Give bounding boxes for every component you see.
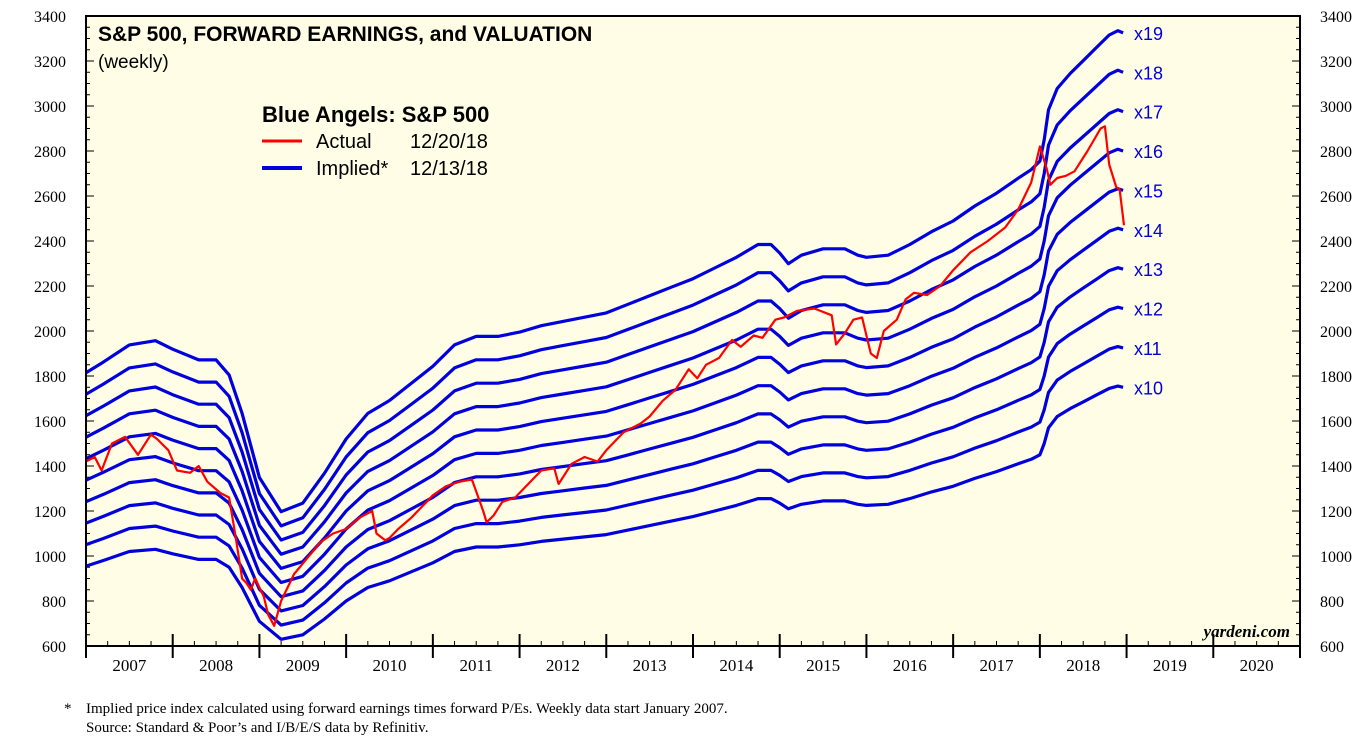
footnote-text: Implied price index calculated using for…	[86, 701, 728, 717]
footnote: * Implied price index calculated using fo…	[64, 700, 728, 738]
pe-label: x17	[1134, 103, 1163, 123]
implied-line-x13	[85, 266, 1124, 599]
x-tick-label: 2018	[1066, 656, 1100, 675]
y-tick-label-left: 1400	[34, 459, 66, 476]
implied-line-x14	[85, 226, 1124, 585]
x-tick-label: 2014	[719, 656, 754, 675]
y-tick-label-left: 800	[42, 594, 66, 611]
pe-labels: x10 x11 x12 x13 x14 x15 x16 x17 x18 x19	[1134, 24, 1163, 398]
pe-label: x14	[1134, 221, 1163, 241]
y-tick-label-right: 3400	[1320, 9, 1352, 26]
footnote-line: * Implied price index calculated using fo…	[64, 700, 728, 719]
pe-label: x12	[1134, 300, 1163, 320]
pe-label: x15	[1134, 181, 1163, 201]
legend: Blue Angels: S&P 500 Actual 12/20/18 Imp…	[262, 102, 489, 180]
x-tick-label: 2015	[806, 656, 840, 675]
y-tick-label-left: 3000	[34, 99, 66, 116]
x-tick-label: 2017	[980, 656, 1015, 675]
x-tick-label: 2016	[893, 656, 927, 675]
footnote-source: Source: Standard & Poor’s and I/B/E/S da…	[86, 720, 429, 736]
y-tick-label-right: 2200	[1320, 279, 1352, 296]
legend-implied-date: 12/13/18	[410, 158, 488, 180]
plot-frame	[85, 15, 1301, 647]
pe-label: x11	[1134, 339, 1162, 359]
chart-title: S&P 500, FORWARD EARNINGS, and VALUATION	[98, 23, 592, 46]
y-tick-label-left: 3200	[34, 54, 66, 71]
y-tick-label-left: 1600	[34, 414, 66, 431]
y-tick-label-right: 2800	[1320, 144, 1352, 161]
implied-line-x10	[85, 384, 1124, 641]
y-tick-label-left: 1800	[34, 369, 66, 386]
x-tick-label: 2010	[373, 656, 407, 675]
x-tick-label: 2020	[1240, 656, 1274, 675]
footnote-marker: *	[64, 701, 72, 717]
implied-line-x15	[85, 187, 1124, 570]
implied-line-x17	[85, 108, 1124, 542]
watermark: yardeni.com	[1202, 622, 1290, 641]
y-tick-label-right: 2400	[1320, 234, 1352, 251]
x-tick-label: 2012	[546, 656, 580, 675]
y-tick-label-left: 2600	[34, 189, 66, 206]
x-tick-label: 2009	[286, 656, 320, 675]
y-tick-label-left: 1000	[34, 549, 66, 566]
x-tick-label: 2019	[1153, 656, 1187, 675]
pe-label: x18	[1134, 63, 1163, 83]
y-tick-label-right: 800	[1320, 594, 1344, 611]
pe-label: x10	[1134, 378, 1163, 398]
pe-label: x19	[1134, 24, 1163, 44]
y-tick-label-left: 3400	[34, 9, 66, 26]
y-tick-label-left: 2200	[34, 279, 66, 296]
y-tick-label-right: 2600	[1320, 189, 1352, 206]
legend-actual-label: Actual	[316, 131, 372, 153]
y-tick-label-right: 1800	[1320, 369, 1352, 386]
y-tick-label-left: 2000	[34, 324, 66, 341]
x-tick-label: 2008	[199, 656, 233, 675]
x-tick-label: 2011	[460, 656, 493, 675]
implied-line-x16	[85, 147, 1124, 556]
implied-line-x18	[85, 68, 1124, 528]
x-tick-label: 2007	[112, 656, 147, 675]
y-tick-label-right: 1000	[1320, 549, 1352, 566]
implied-line-x11	[85, 345, 1124, 627]
legend-implied-label: Implied*	[316, 158, 388, 180]
y-tick-label-left: 600	[42, 639, 66, 656]
y-tick-label-left: 1200	[34, 504, 66, 521]
pe-label: x13	[1134, 260, 1163, 280]
y-tick-label-right: 1400	[1320, 459, 1352, 476]
actual-line	[85, 125, 1126, 627]
y-tick-label-right: 1200	[1320, 504, 1352, 521]
y-tick-label-left: 2800	[34, 144, 66, 161]
legend-actual-date: 12/20/18	[410, 131, 488, 153]
y-tick-label-right: 3200	[1320, 54, 1352, 71]
y-tick-label-right: 2000	[1320, 324, 1352, 341]
y-axis-right: 600 800 1000 1200 1400 1600 1800 2000 2200 2400 26…	[1292, 9, 1352, 656]
implied-lines	[85, 29, 1124, 641]
chart-subtitle: (weekly)	[98, 52, 169, 73]
pe-label: x16	[1134, 142, 1163, 162]
legend-title: Blue Angels: S&P 500	[262, 102, 489, 127]
y-tick-label-right: 600	[1320, 639, 1344, 656]
x-tick-label: 2013	[633, 656, 667, 675]
y-tick-label-right: 3000	[1320, 99, 1352, 116]
implied-line-x12	[85, 305, 1124, 613]
y-axis-left: 600 800 1000 1200 1400 1600 1800 2000 2200 2400 26…	[34, 9, 94, 656]
actual-series-line	[85, 125, 1126, 627]
y-tick-label-right: 1600	[1320, 414, 1352, 431]
y-tick-label-left: 2400	[34, 234, 66, 251]
